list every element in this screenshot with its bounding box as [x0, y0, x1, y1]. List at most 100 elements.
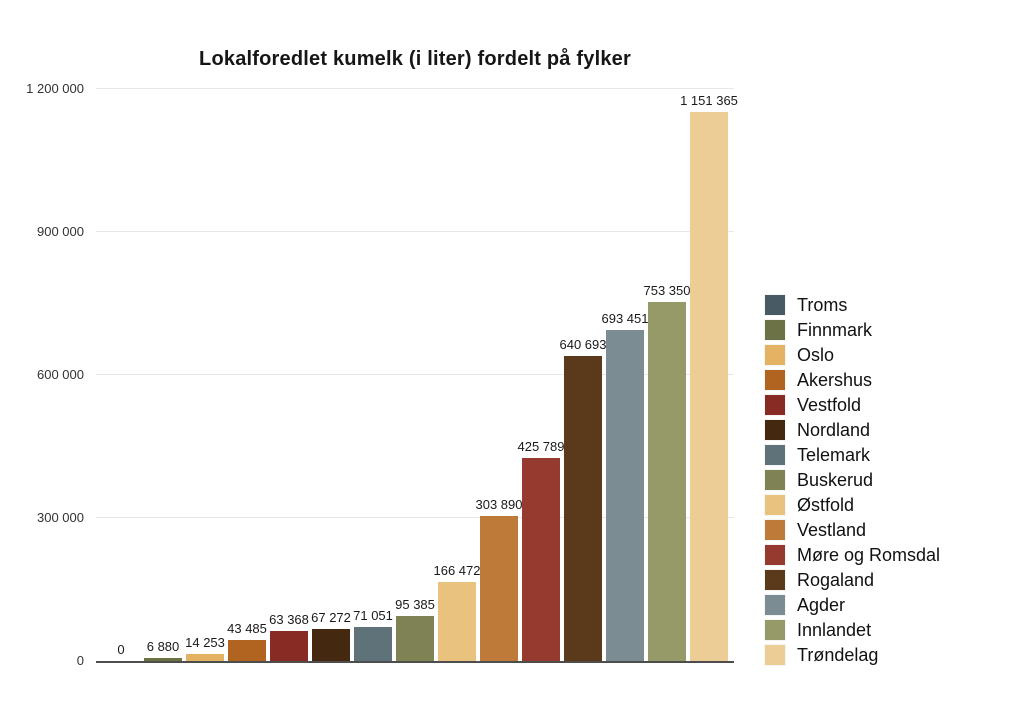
y-axis-tick-label: 300 000 — [37, 510, 84, 525]
bar-rect-nordland — [312, 628, 350, 661]
legend-label: Buskerud — [797, 470, 874, 490]
gridline — [96, 88, 734, 89]
legend-label: Troms — [797, 295, 848, 315]
legend-item-finnmark[interactable]: Finnmark — [765, 320, 940, 340]
legend-item-vestfold[interactable]: Vestfold — [765, 395, 940, 415]
legend-item-troms[interactable]: Troms — [765, 295, 940, 315]
bar-rect-m-re-og-romsdal — [522, 458, 560, 661]
bar-rect-telemark — [354, 627, 392, 661]
legend-label: Nordland — [797, 420, 871, 440]
legend-swatch-icon — [765, 470, 785, 490]
legend-label: Østfold — [797, 495, 855, 515]
legend-swatch-icon — [765, 445, 785, 465]
bar-value-label: 71 051 — [353, 608, 393, 624]
legend-item-tr-ndelag[interactable]: Trøndelag — [765, 645, 940, 665]
bar-agder[interactable]: 693 451 — [602, 311, 649, 661]
y-axis-tick-labels: 0 300 000 600 000 900 000 1 200 000 — [0, 81, 84, 668]
bar-oslo[interactable]: 14 253 — [185, 635, 225, 661]
bar-m-re-og-romsdal[interactable]: 425 789 — [518, 439, 565, 661]
bar-rect-finnmark — [144, 657, 182, 661]
bar-innlandet[interactable]: 753 350 — [644, 283, 691, 661]
bar-value-label: 693 451 — [601, 311, 649, 327]
gridline — [96, 231, 734, 232]
bar-rect--stfold — [438, 581, 476, 661]
chart-title: Lokalforedlet kumelk (i liter) fordelt p… — [199, 48, 631, 70]
gridline — [96, 374, 734, 375]
y-axis-tick-label: 0 — [76, 653, 84, 668]
legend-item-vestland[interactable]: Vestland — [765, 520, 940, 540]
legend-label: Rogaland — [797, 570, 875, 590]
bar-rect-oslo — [186, 654, 224, 661]
legend-item-telemark[interactable]: Telemark — [765, 445, 940, 465]
legend-item--stfold[interactable]: Østfold — [765, 495, 940, 515]
legend-item-nordland[interactable]: Nordland — [765, 420, 940, 440]
legend-item-oslo[interactable]: Oslo — [765, 345, 940, 365]
bar-value-label: 67 272 — [311, 609, 351, 625]
legend-swatch-icon — [765, 545, 785, 565]
legend-label: Agder — [797, 595, 846, 615]
bar-rect-tr-ndelag — [690, 112, 728, 661]
bar-rect-agder — [606, 330, 644, 661]
legend-item-m-re-og-romsdal[interactable]: Møre og Romsdal — [765, 545, 940, 565]
legend-label: Møre og Romsdal — [797, 545, 941, 565]
bar-value-label: 640 693 — [559, 336, 607, 352]
legend-swatch-icon — [765, 395, 785, 415]
gridline — [96, 517, 734, 518]
y-axis-tick-label: 900 000 — [37, 224, 84, 239]
bar-akershus[interactable]: 43 485 — [227, 621, 267, 661]
bar-rogaland[interactable]: 640 693 — [560, 337, 607, 661]
bar-value-label: 95 385 — [395, 596, 435, 612]
legend-item-rogaland[interactable]: Rogaland — [765, 570, 940, 590]
bar-vestland[interactable]: 303 890 — [476, 497, 523, 661]
legend-item-buskerud[interactable]: Buskerud — [765, 470, 940, 490]
legend-label: Oslo — [797, 345, 835, 365]
legend-item-agder[interactable]: Agder — [765, 595, 940, 615]
legend-swatch-icon — [765, 320, 785, 340]
bars-container: 0 6 880 14 253 43 485 63 368 67 272 71 051 95 3… — [96, 89, 738, 661]
legend-swatch-icon — [765, 595, 785, 615]
bar-value-label: 753 350 — [643, 282, 691, 298]
y-axis-tick-label: 600 000 — [37, 367, 84, 382]
bar-value-label: 43 485 — [227, 621, 267, 637]
bar-finnmark[interactable]: 6 880 — [144, 639, 182, 661]
bar-rect-buskerud — [396, 615, 434, 661]
bar-value-label: 63 368 — [269, 611, 309, 627]
legend-item-akershus[interactable]: Akershus — [765, 370, 940, 390]
legend-label: Telemark — [797, 445, 871, 465]
bar-value-label: 425 789 — [517, 439, 565, 455]
bar-telemark[interactable]: 71 051 — [353, 608, 393, 661]
legend-label: Vestfold — [797, 395, 862, 415]
legend-label: Akershus — [797, 370, 873, 390]
y-axis-tick-label: 1 200 000 — [26, 81, 84, 96]
bar-value-label: 6 880 — [146, 638, 180, 654]
bar-vestfold[interactable]: 63 368 — [269, 612, 309, 661]
legend-swatch-icon — [765, 520, 785, 540]
legend-label: Innlandet — [797, 620, 872, 640]
legend-item-innlandet[interactable]: Innlandet — [765, 620, 940, 640]
bar-tr-ndelag[interactable]: 1 151 365 — [680, 93, 738, 661]
bar-nordland[interactable]: 67 272 — [311, 610, 351, 661]
bar-rect-vestfold — [270, 630, 308, 661]
bar-rect-innlandet — [648, 301, 686, 661]
legend-label: Finnmark — [797, 320, 873, 340]
legend-swatch-icon — [765, 295, 785, 315]
legend: Troms Finnmark Oslo Akershus Vestfold Nordlan… — [765, 295, 940, 670]
bar-value-label: 0 — [117, 642, 125, 657]
x-axis-line — [96, 661, 734, 663]
legend-swatch-icon — [765, 620, 785, 640]
bar-value-label: 14 253 — [185, 635, 225, 651]
bar-rect-rogaland — [564, 355, 602, 661]
legend-swatch-icon — [765, 420, 785, 440]
legend-swatch-icon — [765, 370, 785, 390]
legend-swatch-icon — [765, 345, 785, 365]
plot-area: 0 6 880 14 253 43 485 63 368 67 272 71 051 95 3… — [96, 88, 738, 663]
bar-rect-akershus — [228, 640, 266, 661]
legend-swatch-icon — [765, 570, 785, 590]
bar--stfold[interactable]: 166 472 — [434, 563, 481, 661]
bar-value-label: 303 890 — [475, 497, 523, 513]
legend-label: Vestland — [797, 520, 867, 540]
bar-buskerud[interactable]: 95 385 — [395, 597, 435, 661]
bar-rect-vestland — [480, 516, 518, 661]
bar-value-label: 1 151 365 — [680, 93, 738, 109]
legend-label: Trøndelag — [797, 645, 879, 665]
